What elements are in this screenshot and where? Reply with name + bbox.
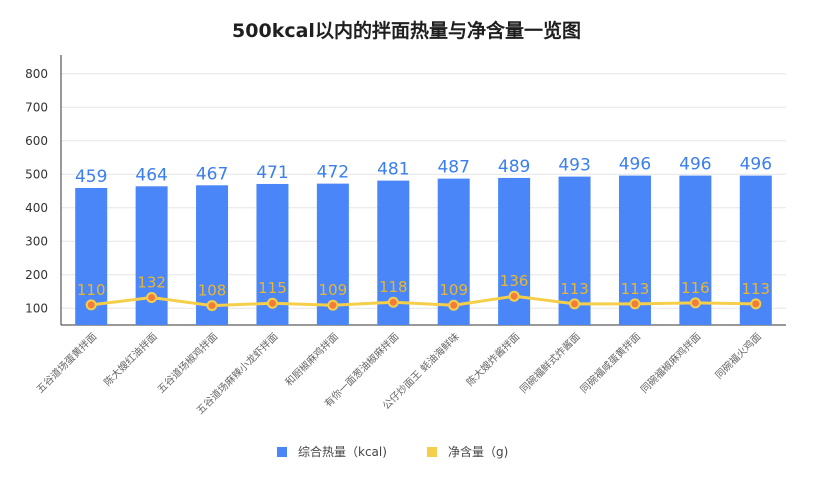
legend-label-weight: 净含量（g) — [448, 444, 508, 459]
y-tick-label: 700 — [25, 100, 48, 114]
line-value-label: 109 — [439, 281, 468, 299]
line-point — [146, 292, 158, 304]
line-point — [689, 297, 701, 309]
bar-value-label: 472 — [317, 163, 349, 183]
bar-value-label: 459 — [75, 167, 107, 187]
bar-value-label: 496 — [740, 155, 772, 175]
bar-value-label: 467 — [196, 164, 228, 184]
line-value-label: 132 — [137, 274, 166, 292]
x-tick-label: 五谷道场蛋黄拌面 — [34, 330, 100, 396]
bar-value-label: 487 — [437, 158, 469, 178]
line-value-label: 113 — [621, 280, 650, 298]
y-tick-label: 500 — [25, 167, 48, 181]
y-tick-label: 100 — [25, 301, 48, 315]
line-point — [448, 299, 460, 311]
line-point — [629, 298, 641, 310]
legend-label-calories: 综合热量（kcal) — [298, 444, 387, 459]
line-point — [85, 299, 97, 311]
line-value-label: 108 — [198, 282, 227, 300]
x-tick-label: 同碗福椒麻鸡拌面 — [638, 330, 704, 396]
line-value-label: 136 — [500, 272, 529, 290]
x-tick-label: 同碗福火鸡面 — [712, 330, 764, 382]
y-tick-label: 200 — [25, 268, 48, 282]
bar-value-label: 496 — [679, 155, 711, 175]
line-point — [569, 298, 581, 310]
line-point — [750, 298, 762, 310]
x-tick-label: 陈大嫂红油拌面 — [101, 330, 160, 389]
bar-value-label: 471 — [256, 163, 288, 183]
x-tick-label: 同碗福咸蛋黄拌面 — [577, 330, 643, 396]
line-value-label: 113 — [741, 280, 770, 298]
bar-value-label: 481 — [377, 160, 409, 180]
y-tick-label: 800 — [25, 67, 48, 81]
line-point — [266, 297, 278, 309]
bar — [135, 186, 168, 325]
y-tick-label: 300 — [25, 234, 48, 248]
line-point — [327, 299, 339, 311]
legend-swatch-calories — [277, 447, 287, 457]
line-point — [508, 290, 520, 302]
line-value-label: 115 — [258, 279, 287, 297]
legend-swatch-weight — [427, 447, 437, 457]
chart-title: 500kcal以内的拌面热量与净含量一览图 — [232, 20, 581, 42]
bar — [498, 177, 531, 325]
line-value-label: 118 — [379, 278, 408, 296]
bar-value-label: 489 — [498, 157, 530, 177]
series-line — [91, 294, 756, 308]
y-tick-label: 600 — [25, 134, 48, 148]
bar-value-label: 493 — [558, 156, 590, 176]
y-tick-label: 400 — [25, 201, 48, 215]
line-point — [206, 300, 218, 312]
line-value-label: 116 — [681, 279, 710, 297]
line-value-label: 110 — [77, 281, 106, 299]
bar-value-label: 496 — [619, 155, 651, 175]
x-tick-label: 陈大嫂炸酱拌面 — [464, 330, 523, 389]
x-tick-label: 和厨椒麻鸡拌面 — [282, 330, 341, 389]
x-tick-label: 五谷道场椒鸡拌面 — [154, 330, 220, 396]
bar-value-label: 464 — [135, 165, 167, 185]
line-point — [387, 296, 399, 308]
x-tick-label: 同碗福鲜式炸酱面 — [517, 330, 583, 396]
line-value-label: 113 — [560, 280, 589, 298]
line-value-label: 109 — [319, 281, 348, 299]
